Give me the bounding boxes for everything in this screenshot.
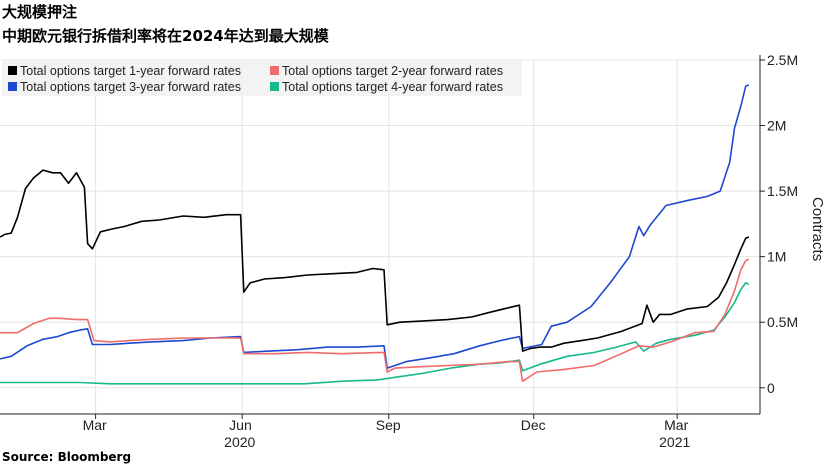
source-note: Source: Bloomberg (2, 450, 132, 464)
series-line (0, 84, 750, 369)
legend-label: Total options target 2-year forward rate… (282, 64, 503, 78)
legend-label: Total options target 3-year forward rate… (20, 80, 241, 94)
y-tick-label: 0.5M (767, 314, 798, 330)
legend-background (2, 60, 522, 96)
x-tick-label: Sep (376, 417, 401, 433)
grid (0, 59, 760, 414)
y-tick-label: 0 (767, 380, 775, 396)
series-line (0, 258, 750, 382)
y-tick-label: 1.5M (767, 183, 798, 199)
x-tick-label: Mar (664, 417, 688, 433)
chart-title: 大规模押注 (2, 3, 78, 21)
plot-lines (0, 84, 750, 385)
legend-swatch (8, 66, 17, 75)
y-tick-label: 2.5M (767, 52, 798, 68)
series-line (0, 282, 750, 385)
y-tick-label: 1M (767, 249, 786, 265)
y-tick-label: 2M (767, 118, 786, 134)
x-tick-label: Mar (83, 417, 107, 433)
legend-swatch (270, 82, 279, 91)
x-year-label: 2021 (659, 434, 690, 450)
legend-label: Total options target 4-year forward rate… (282, 80, 503, 94)
legend-swatch (270, 66, 279, 75)
legend: Total options target 1-year forward rate… (2, 60, 522, 96)
series-line (0, 169, 750, 352)
legend-swatch (8, 82, 17, 91)
x-tick-label: Jun (229, 417, 252, 433)
axes: 0 0.5M 1M 1.5M 2M 2.5M Mar Jun Sep Dec Mar 2020 2021… (0, 52, 826, 450)
x-tick-label: Dec (521, 417, 546, 433)
chart-subtitle: 中期欧元银行拆借利率将在2024年达到最大规模 (2, 27, 329, 45)
legend-label: Total options target 1-year forward rate… (20, 64, 241, 78)
y-axis-title: Contracts (809, 197, 826, 261)
x-year-label: 2020 (224, 434, 255, 450)
